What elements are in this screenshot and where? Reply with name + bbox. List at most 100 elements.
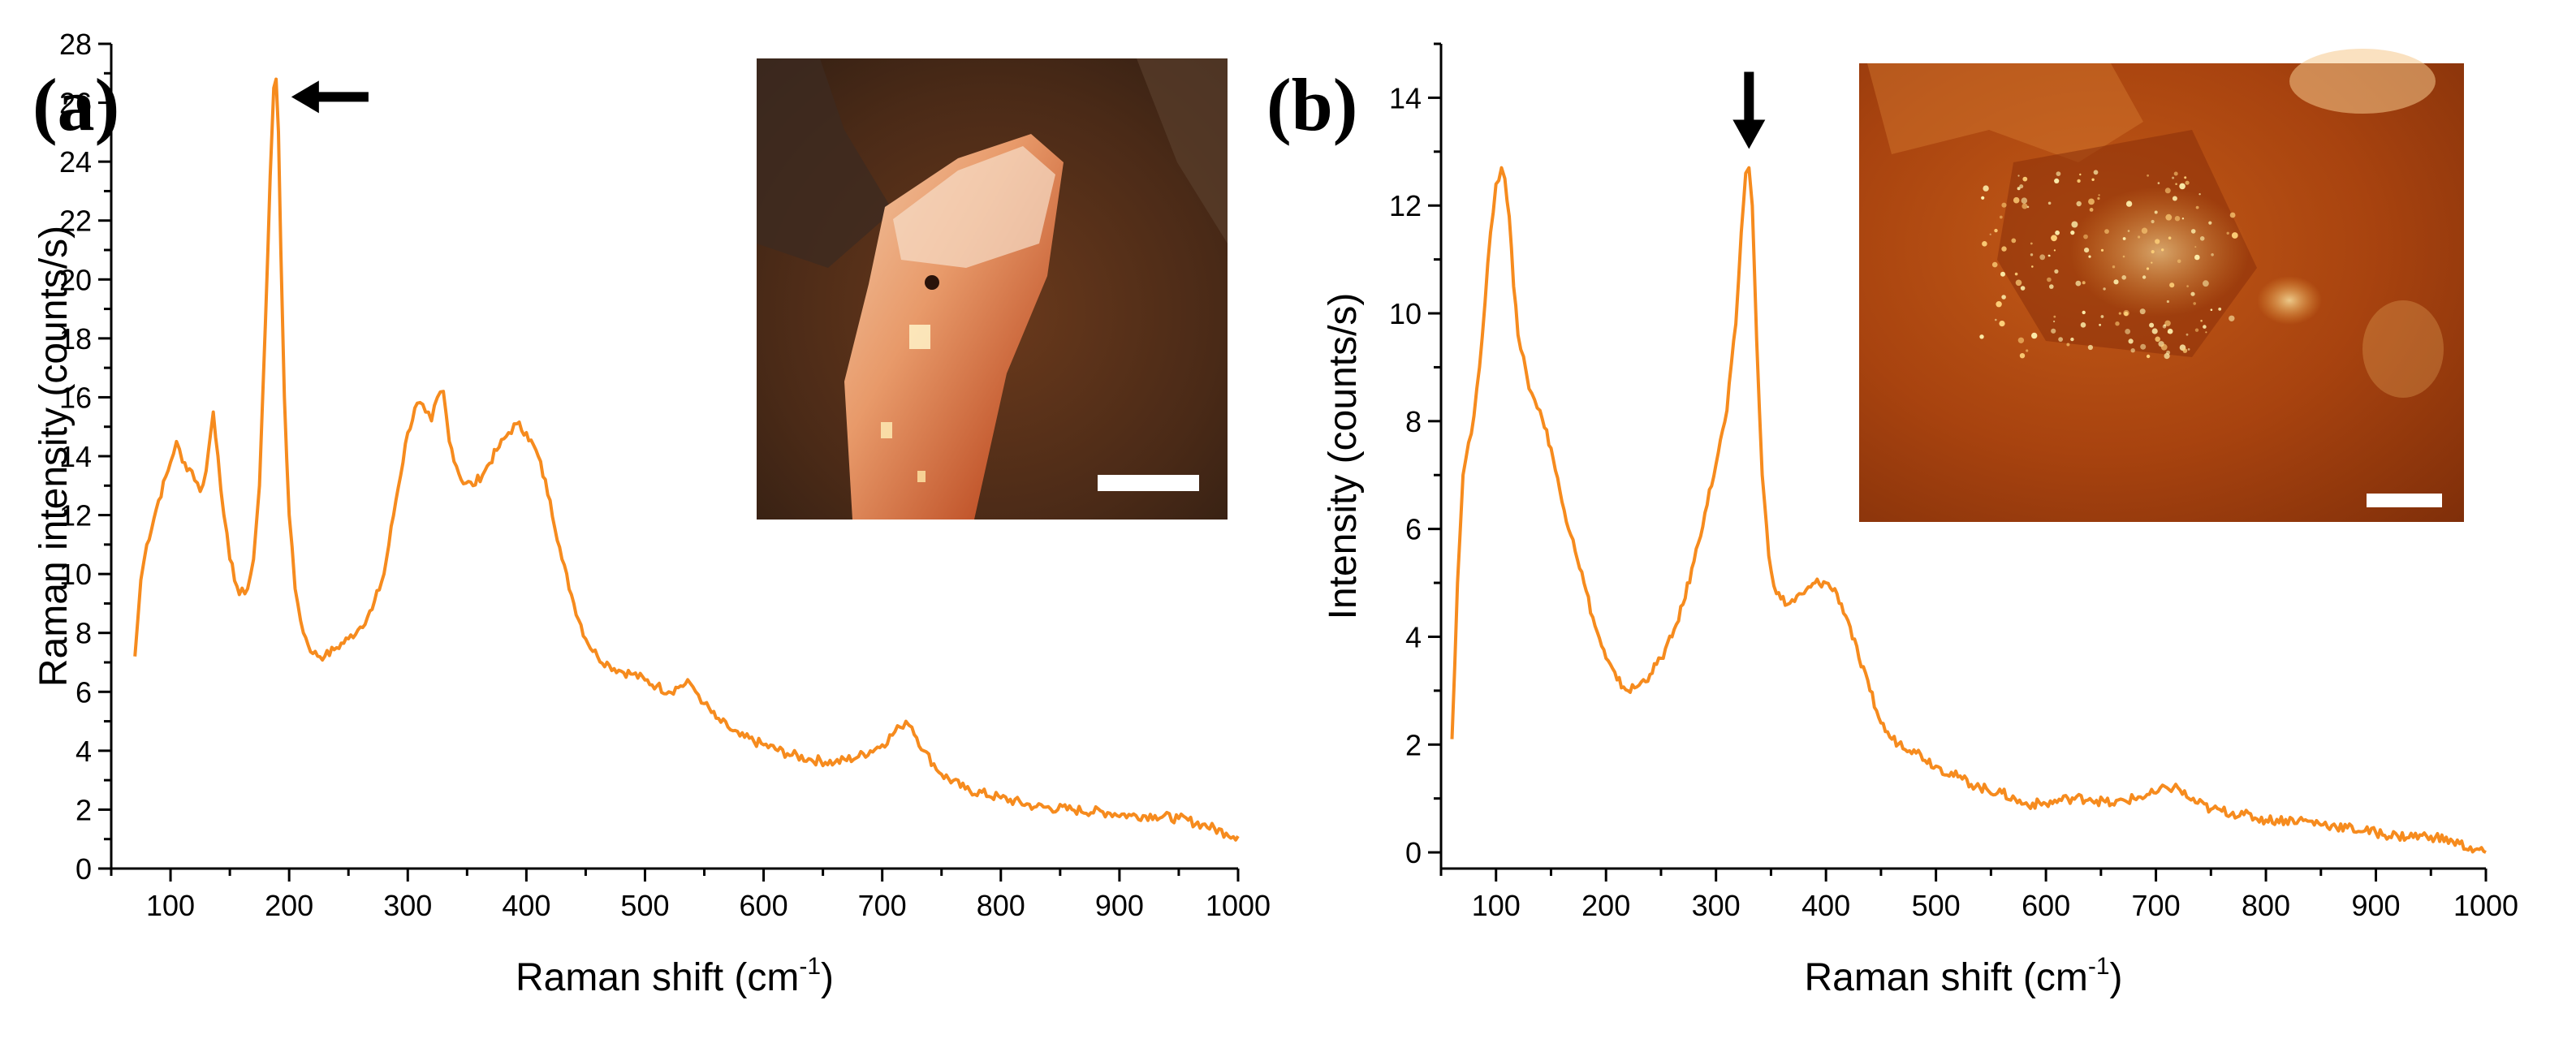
inset-sparkle bbox=[2190, 291, 2195, 296]
inset-sparkle bbox=[2000, 271, 2005, 277]
inset-sparkle bbox=[2190, 229, 2196, 234]
inset-sparkle bbox=[2070, 231, 2075, 235]
inset-sparkle bbox=[2186, 285, 2189, 287]
inset-sparkle bbox=[2149, 322, 2155, 328]
panel-b-y-tick-label: 8 bbox=[1405, 405, 1422, 438]
inset-sparkle bbox=[2026, 205, 2030, 209]
panel-b-x-tick-label: 100 bbox=[1472, 889, 1521, 922]
panel-a-x-axis-label: Raman shift (cm-1) bbox=[516, 953, 834, 999]
inset-sparkle bbox=[2195, 205, 2199, 209]
panel-b-x-tick-label: 300 bbox=[1692, 889, 1741, 922]
inset-sparkle bbox=[2151, 261, 2153, 264]
inset-sparkle bbox=[2172, 196, 2177, 201]
panel-a-y-tick-label: 16 bbox=[59, 381, 92, 414]
panel-a-x-tick-label: 700 bbox=[858, 889, 907, 922]
panel-b-label: (b) bbox=[1266, 63, 1357, 146]
panel-b-y-tick-label: 6 bbox=[1405, 513, 1422, 546]
inset-sparkle bbox=[2151, 219, 2155, 224]
panel-a-inset-micrograph bbox=[757, 58, 1228, 520]
inset-sparkle bbox=[2125, 200, 2133, 207]
inset-sparkle bbox=[2080, 322, 2086, 328]
inset-sparkle bbox=[2017, 337, 2025, 343]
inset-sparkle bbox=[2091, 178, 2095, 181]
inset-sparkle bbox=[2015, 279, 2022, 287]
inset-sparkle bbox=[2187, 348, 2190, 351]
panel-a-x-tick-label: 100 bbox=[146, 889, 195, 922]
inset-sparkle bbox=[2175, 183, 2177, 185]
inset-sparkle bbox=[2229, 315, 2235, 321]
inset-sparkle bbox=[2226, 231, 2229, 235]
inset-sparkle bbox=[2076, 200, 2082, 207]
panel-a-y-tick-label: 10 bbox=[59, 558, 92, 591]
inset-sparkle bbox=[2017, 175, 2020, 177]
inset-sparkle bbox=[1982, 241, 1987, 247]
inset-sparkle bbox=[1981, 196, 1985, 200]
inset-sparkle bbox=[1999, 215, 2003, 219]
inset-sparkle bbox=[2186, 333, 2189, 336]
panel-a: (a) 100 200 300 400 500 600 700 800 900 100002468… bbox=[32, 28, 1271, 999]
inset-sparkle bbox=[2173, 171, 2178, 176]
inset-sparkle bbox=[2167, 328, 2173, 334]
inset-sparkle bbox=[2147, 174, 2150, 177]
inset-sparkle bbox=[2075, 280, 2082, 287]
inset-sparkle bbox=[2001, 246, 2007, 252]
inset-sparkle bbox=[2194, 328, 2199, 332]
inset-sparkle bbox=[2103, 287, 2106, 291]
panel-a-y-tick-label: 0 bbox=[76, 852, 92, 886]
inset-sparkle bbox=[2112, 265, 2116, 269]
panel-a-x-tick-label: 200 bbox=[265, 889, 313, 922]
inset-sparkle bbox=[2179, 183, 2186, 190]
inset-sparkle bbox=[1983, 185, 1989, 192]
panel-b-y-tick-label: 4 bbox=[1405, 620, 1422, 653]
inset-sparkle bbox=[2100, 248, 2104, 252]
inset-sparkle bbox=[2022, 176, 2028, 182]
panel-b-x-axis-label: Raman shift (cm-1) bbox=[1804, 953, 2122, 999]
inset-sparkle bbox=[2164, 353, 2170, 360]
inset-sparkle bbox=[1991, 261, 1998, 268]
inset-sparkle bbox=[2082, 281, 2086, 285]
inset-sparkle bbox=[2166, 300, 2169, 304]
inset-sparkle bbox=[2124, 311, 2129, 317]
inset-sparkle bbox=[2088, 255, 2091, 258]
inset-sparkle bbox=[2208, 221, 2212, 225]
inset-sparkle bbox=[2127, 230, 2130, 232]
inset-sparkle bbox=[2053, 320, 2056, 323]
panel-b: (b) 100 200 300 400 500 600 700 800 900 1000 0 2 4 6 8… bbox=[1266, 42, 2518, 999]
inset-sparkle bbox=[2229, 212, 2236, 218]
inset-sparkle bbox=[2100, 315, 2104, 318]
inset-sparkle bbox=[2020, 286, 2026, 291]
inset-sparkle bbox=[2121, 275, 2126, 280]
inset-sparkle bbox=[2087, 344, 2093, 351]
inset-sparkle bbox=[2172, 176, 2175, 179]
inset-sparkle bbox=[2098, 194, 2100, 196]
inset-sparkle bbox=[2177, 259, 2181, 264]
inset-sparkle bbox=[2160, 343, 2168, 351]
inset-sparkle bbox=[2164, 188, 2171, 194]
inset-sparkle bbox=[2030, 242, 2033, 245]
panel-a-y-tick-label: 14 bbox=[59, 440, 92, 473]
panel-a-y-tick-label: 4 bbox=[76, 735, 92, 768]
inset-sparkle bbox=[2039, 254, 2046, 261]
inset-sparkle bbox=[2199, 236, 2205, 241]
inset-sparkle bbox=[2017, 187, 2021, 191]
panel-a-y-tick-label: 28 bbox=[59, 28, 92, 61]
inset-sparkle bbox=[2088, 198, 2095, 205]
inset-sparkle bbox=[2099, 323, 2102, 326]
inset-sparkle bbox=[2019, 353, 2026, 359]
inset-sparkle bbox=[2165, 213, 2173, 221]
panel-a-y-tick-label: 2 bbox=[76, 793, 92, 826]
inset-sparkle bbox=[2155, 239, 2160, 244]
inset-sparkle bbox=[2053, 315, 2056, 318]
inset-sparkle bbox=[2203, 280, 2209, 287]
inset-sparkle bbox=[2053, 249, 2056, 252]
inset-sparkle bbox=[2231, 232, 2238, 239]
inset-sparkle bbox=[2070, 337, 2074, 342]
inset-sparkle bbox=[2097, 196, 2100, 200]
inset-sparkle bbox=[2031, 265, 2034, 268]
inset-sparkle bbox=[2022, 203, 2028, 209]
inset-sparkle bbox=[2194, 254, 2200, 261]
inset-sparkle bbox=[2185, 180, 2190, 185]
inset-sparkle bbox=[2182, 348, 2188, 353]
panel-a-y-tick-label: 8 bbox=[76, 617, 92, 650]
panel-b-peak-arrow bbox=[1732, 71, 1766, 149]
